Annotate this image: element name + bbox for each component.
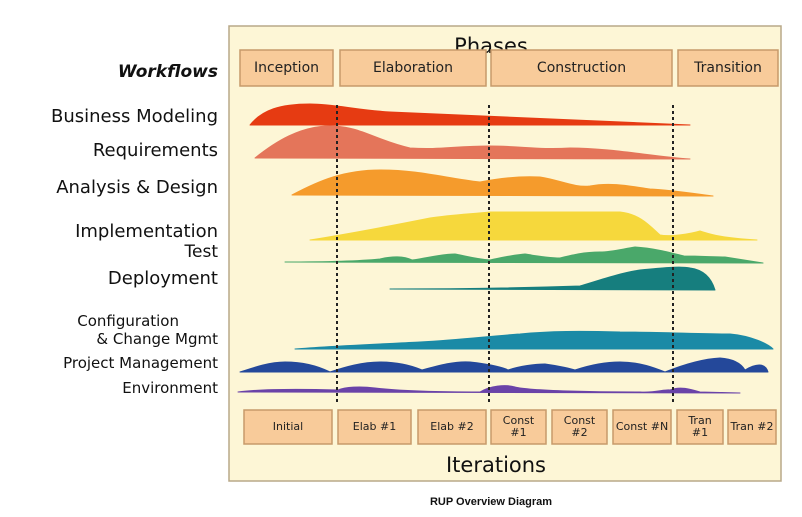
diagram-caption: RUP Overview Diagram xyxy=(430,496,552,508)
iteration-label-const-2: Const #2 xyxy=(563,414,596,439)
phase-box-inception xyxy=(239,49,334,87)
workflow-label-analysis-design: Analysis & Design xyxy=(56,177,218,198)
workflow-label-business-modeling: Business Modeling xyxy=(51,106,218,127)
iteration-label-const-1: Const #1 xyxy=(502,414,535,439)
phase-label-construction: Construction xyxy=(536,59,627,76)
phase-label-elaboration: Elaboration xyxy=(373,59,453,76)
iteration-label-tran-2: Tran #2 xyxy=(730,420,774,434)
phase-box-elaboration xyxy=(339,49,487,87)
iteration-label-elab-1: Elab #1 xyxy=(352,420,397,434)
workflows-title: Workflows xyxy=(117,62,218,82)
iteration-box-tran-1 xyxy=(676,409,724,445)
workflow-effort-project-management xyxy=(239,357,769,373)
iteration-box-const-2 xyxy=(551,409,608,445)
workflow-effort-business-modeling xyxy=(249,103,691,126)
workflow-label-test: Test xyxy=(184,242,218,262)
workflow-label-implementation: Implementation xyxy=(75,221,218,242)
workflow-effort-requirements xyxy=(254,125,691,160)
workflow-label-configuration-line2: & Change Mgmt xyxy=(96,330,218,348)
workflow-effort-deployment xyxy=(389,266,716,291)
iteration-box-const-n xyxy=(612,409,672,445)
diagram-panel xyxy=(228,25,782,482)
phase-box-transition xyxy=(677,49,779,87)
workflow-label-configuration-line1: Configuration xyxy=(77,312,179,330)
workflow-effort-implementation xyxy=(309,211,758,241)
iteration-label-tran-1: Tran #1 xyxy=(688,414,712,439)
iteration-box-elab-2 xyxy=(417,409,487,445)
iteration-box-const-1 xyxy=(490,409,547,445)
workflow-label-environment: Environment xyxy=(122,379,218,397)
workflow-effort-analysis-design xyxy=(291,169,714,197)
iteration-box-tran-2 xyxy=(727,409,777,445)
iteration-box-elab-1 xyxy=(337,409,412,445)
workflow-label-deployment: Deployment xyxy=(107,268,218,289)
iteration-box-initial xyxy=(243,409,333,445)
phase-label-inception: Inception xyxy=(253,59,320,76)
phase-box-construction xyxy=(490,49,673,87)
iteration-label-elab-2: Elab #2 xyxy=(430,420,474,434)
workflow-effort-test xyxy=(284,246,764,264)
phase-label-transition: Transition xyxy=(694,59,762,76)
iteration-label-initial: Initial xyxy=(272,420,304,434)
workflow-label-project-management: Project Management xyxy=(63,354,218,372)
workflow-label-requirements: Requirements xyxy=(92,140,218,161)
iterations-title: Iterations xyxy=(446,453,546,477)
workflow-effort-configuration-change-mgmt xyxy=(294,330,774,350)
iteration-label-const-n: Const #N xyxy=(615,420,669,434)
